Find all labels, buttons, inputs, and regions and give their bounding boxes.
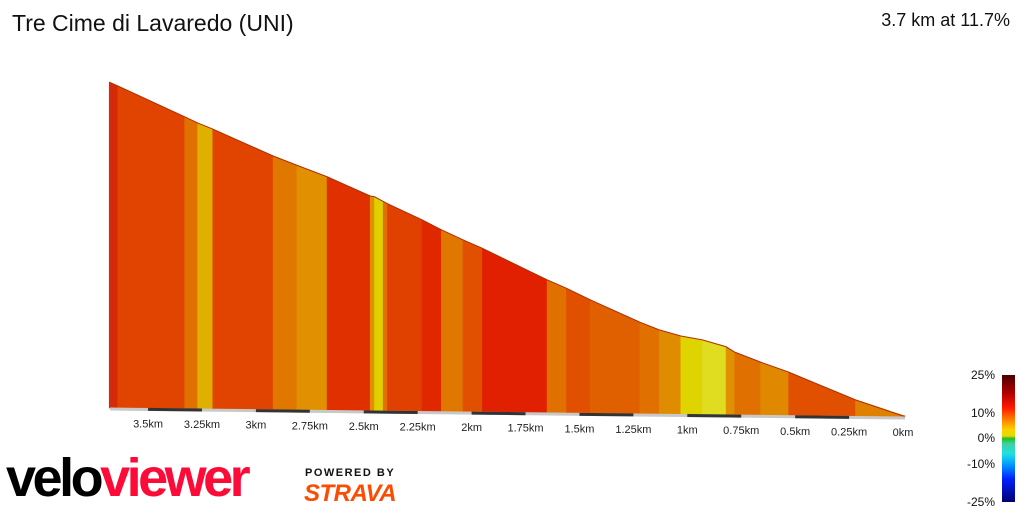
profile-segment bbox=[734, 351, 761, 416]
strava-logo[interactable]: STRAVA bbox=[304, 480, 397, 507]
x-tick-label: 0.25km bbox=[831, 426, 867, 438]
x-tick-label: 0.75km bbox=[723, 425, 759, 437]
profile-segment bbox=[441, 229, 464, 413]
profile-segment bbox=[639, 321, 660, 415]
profile-segment bbox=[326, 176, 371, 412]
logo-velo: velo bbox=[6, 448, 104, 508]
profile-segment bbox=[387, 203, 423, 412]
profile-segments bbox=[108, 81, 906, 418]
profile-segment bbox=[108, 81, 119, 409]
axis-distance-band bbox=[255, 409, 310, 413]
x-tick-label: 1.75km bbox=[507, 423, 543, 435]
powered-by-label: POWERED BY bbox=[305, 467, 396, 479]
gradient-colorbar bbox=[1002, 375, 1015, 502]
page-title: Tre Cime di Lavaredo (UNI) bbox=[12, 10, 294, 36]
profile-segment bbox=[546, 279, 567, 414]
axis-distance-band bbox=[795, 415, 850, 419]
profile-segment bbox=[212, 128, 274, 411]
profile-segment bbox=[725, 346, 736, 416]
profile-segment bbox=[272, 155, 298, 411]
profile-segment bbox=[658, 329, 682, 415]
profile-segment bbox=[374, 196, 384, 412]
x-tick-label: 3.5km bbox=[133, 418, 163, 430]
x-tick-label: 2.75km bbox=[292, 420, 328, 432]
axis-distance-band bbox=[148, 407, 202, 412]
x-tick-label: 3km bbox=[246, 420, 267, 432]
profile-segment bbox=[421, 219, 442, 413]
profile-segment bbox=[117, 85, 186, 410]
profile-segment bbox=[462, 239, 483, 413]
profile-segment bbox=[382, 200, 388, 412]
veloviewer-logo[interactable]: veloviewer bbox=[6, 448, 251, 508]
x-tick-label: 2.5km bbox=[349, 421, 379, 433]
x-tick-labels: 3.5km 3.25km 3km 2.75km 2.5km 2.25km 2km 1.75km… bbox=[133, 418, 913, 439]
x-tick-label: 1.5km bbox=[564, 423, 594, 435]
legend-label-minus10: -10% bbox=[966, 457, 995, 471]
axis-distance-band bbox=[363, 410, 418, 414]
profile-segment bbox=[788, 371, 856, 417]
x-axis bbox=[109, 407, 906, 420]
profile-segment bbox=[566, 287, 591, 414]
profile-segment bbox=[589, 299, 641, 415]
profile-segment bbox=[184, 116, 198, 410]
legend-label-25: 25% bbox=[970, 368, 995, 382]
profile-segment bbox=[197, 122, 214, 410]
x-tick-label: 2.25km bbox=[400, 421, 436, 433]
logo-viewer: viewer bbox=[100, 448, 251, 508]
x-tick-label: 1km bbox=[677, 425, 698, 437]
x-tick-label: 1.25km bbox=[615, 424, 651, 436]
legend-label-10: 10% bbox=[970, 406, 995, 420]
profile-segment bbox=[702, 339, 727, 416]
x-tick-label: 2km bbox=[461, 422, 482, 434]
x-tick-label: 0km bbox=[893, 427, 914, 439]
x-tick-label: 0.5km bbox=[780, 426, 810, 438]
x-tick-label: 3.25km bbox=[184, 419, 220, 431]
profile-segment bbox=[680, 335, 703, 416]
axis-distance-band bbox=[687, 414, 742, 418]
axis-distance-band bbox=[579, 412, 634, 417]
profile-segment bbox=[296, 164, 328, 411]
profile-segment bbox=[369, 195, 375, 412]
profile-segment bbox=[482, 247, 548, 414]
legend-label-minus25: -25% bbox=[966, 495, 995, 509]
profile-outline bbox=[109, 81, 905, 417]
axis-distance-band bbox=[471, 411, 526, 416]
climb-summary: 3.7 km at 11.7% bbox=[881, 10, 1010, 30]
legend-label-0: 0% bbox=[977, 431, 995, 445]
